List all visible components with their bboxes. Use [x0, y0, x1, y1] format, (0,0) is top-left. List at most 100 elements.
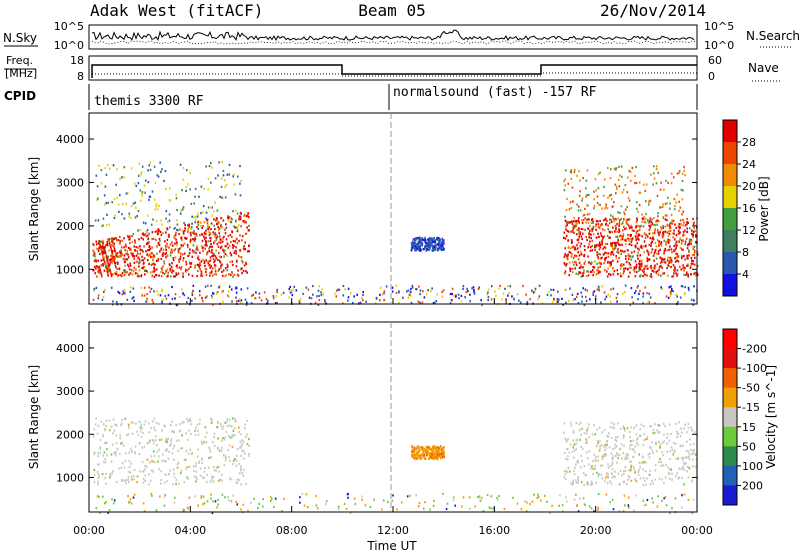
range-cell: [236, 448, 239, 451]
range-cell: [162, 298, 164, 301]
range-cell: [605, 219, 608, 222]
range-cell: [628, 226, 631, 230]
range-cell: [150, 287, 153, 290]
range-cell: [592, 269, 594, 272]
range-cell: [686, 221, 688, 224]
range-cell: [221, 473, 223, 476]
range-cell: [649, 296, 652, 299]
range-cell: [174, 275, 177, 278]
range-cell: [293, 285, 296, 288]
range-cell: [630, 466, 632, 469]
range-cell: [487, 298, 489, 302]
range-cell: [662, 272, 664, 275]
range-cell: [107, 261, 109, 264]
range-cell: [610, 421, 613, 424]
range-cell: [638, 468, 640, 472]
range-cell: [599, 440, 601, 443]
range-cell: [96, 185, 99, 188]
range-cell: [129, 242, 131, 245]
range-cell: [227, 246, 230, 249]
range-cell: [174, 496, 176, 499]
range-cell: [647, 453, 650, 456]
range-cell: [568, 470, 571, 473]
range-cell: [683, 268, 685, 271]
range-cell: [586, 481, 589, 484]
range-cell: [582, 447, 584, 450]
range-cell: [563, 431, 565, 434]
range-cell: [605, 251, 608, 255]
range-cell: [191, 274, 194, 277]
range-cell: [492, 507, 495, 510]
range-cell: [586, 213, 589, 216]
range-cell: [104, 246, 106, 249]
range-cell: [597, 455, 599, 458]
range-cell: [440, 448, 443, 451]
range-cell: [178, 439, 180, 442]
range-cell: [428, 244, 430, 247]
range-cell: [159, 161, 161, 164]
range-cell: [443, 445, 445, 448]
range-cell: [624, 469, 627, 472]
range-cell: [589, 249, 592, 252]
range-cell: [682, 189, 684, 192]
range-cell: [154, 269, 156, 272]
range-cell: [151, 270, 154, 273]
range-cell: [191, 222, 193, 225]
range-cell: [566, 221, 569, 224]
range-cell: [171, 268, 173, 271]
range-cell: [219, 246, 222, 249]
range-cell: [194, 218, 197, 221]
range-cell: [490, 285, 493, 288]
range-cell: [147, 254, 150, 257]
range-cell: [668, 471, 670, 474]
nave-trace: [92, 72, 697, 77]
range-cell: [658, 424, 661, 427]
range-cell: [654, 241, 657, 245]
range-cell: [359, 301, 362, 304]
range-cell: [188, 419, 190, 422]
range-cell: [579, 266, 581, 269]
range-cell: [218, 255, 221, 258]
range-cell: [197, 433, 200, 436]
range-cell: [151, 298, 154, 301]
range-cell: [199, 467, 202, 470]
range-cell: [637, 437, 639, 440]
range-cell: [106, 259, 109, 262]
range-cell: [634, 275, 637, 278]
range-cell: [629, 237, 631, 241]
range-cell: [158, 237, 161, 241]
range-cell: [239, 215, 242, 218]
range-cell: [433, 456, 435, 459]
range-cell: [102, 249, 105, 252]
range-cell: [215, 470, 217, 473]
range-cell: [185, 268, 187, 271]
range-cell: [229, 251, 232, 254]
range-cell: [210, 271, 213, 274]
range-cell: [212, 292, 214, 295]
range-cell: [152, 237, 155, 240]
range-cell: [413, 239, 416, 242]
range-cell: [669, 222, 671, 225]
range-cell: [501, 298, 503, 301]
range-cell: [537, 298, 539, 301]
range-cell: [572, 439, 574, 442]
range-cell: [157, 258, 160, 261]
range-cell: [105, 472, 107, 475]
range-cell: [120, 251, 122, 254]
range-cell: [151, 259, 154, 262]
range-cell: [641, 456, 644, 459]
range-cell: [223, 255, 225, 258]
range-cell: [347, 492, 349, 496]
range-cell: [688, 458, 691, 461]
range-cell: [611, 230, 613, 234]
range-cell: [585, 299, 588, 302]
range-cell: [609, 295, 611, 298]
range-cell: [180, 210, 183, 213]
range-cell: [478, 286, 481, 289]
range-cell: [596, 262, 598, 265]
range-cell: [597, 269, 600, 272]
range-cell: [240, 467, 242, 470]
range-cell: [140, 435, 143, 438]
range-cell: [235, 252, 237, 255]
